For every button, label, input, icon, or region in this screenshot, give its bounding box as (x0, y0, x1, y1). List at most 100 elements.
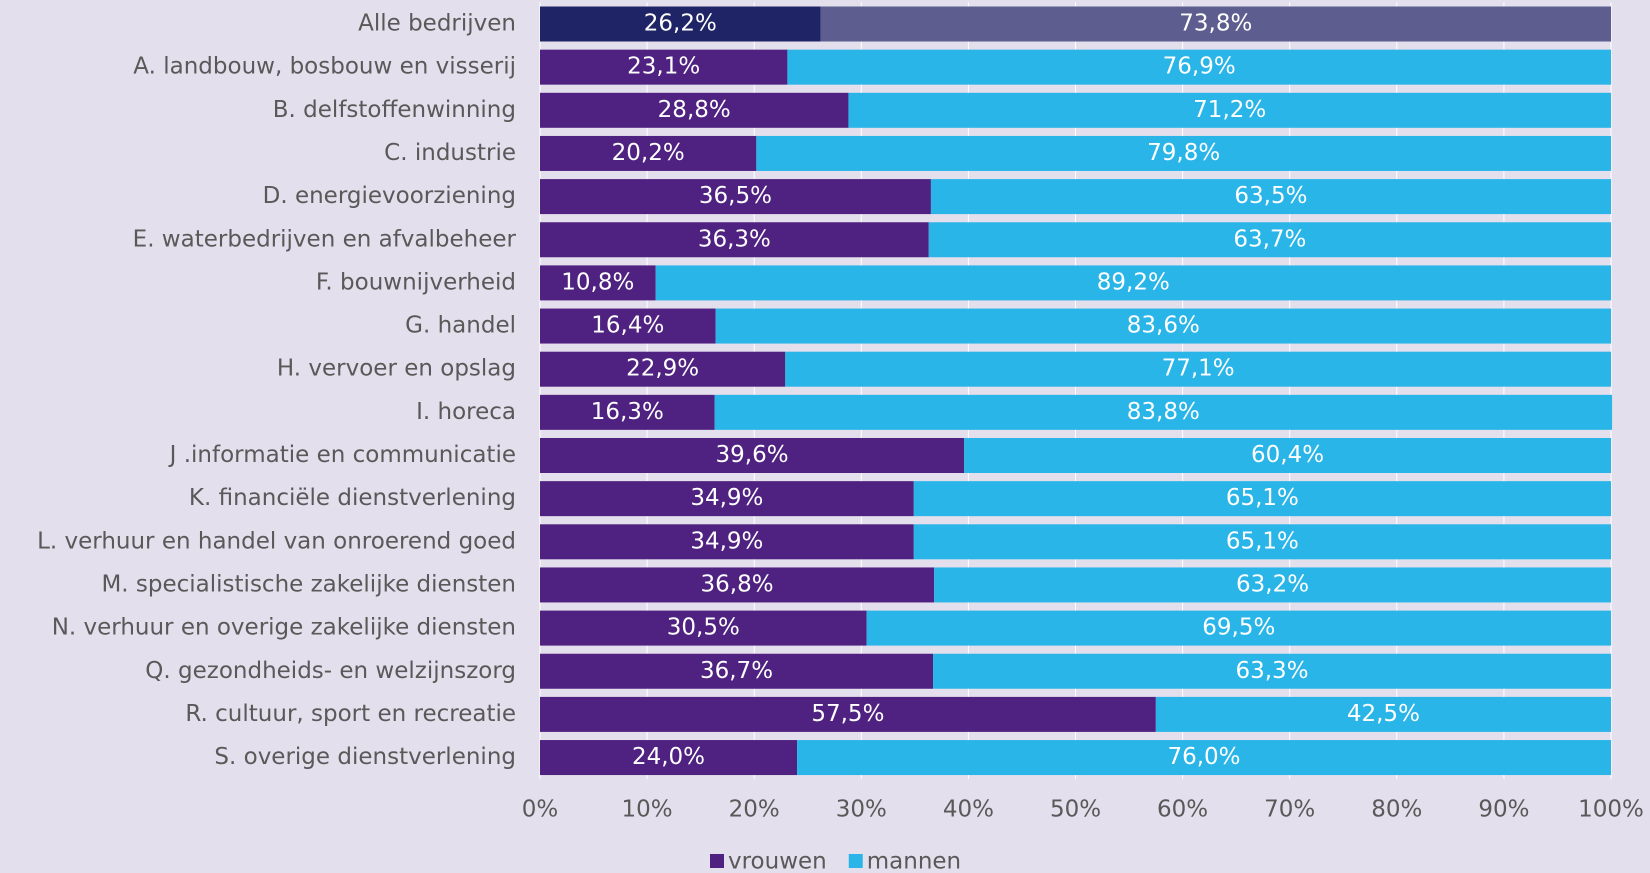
bar-segment (866, 610, 1611, 646)
bar-segment (934, 567, 1611, 603)
data-label: 63,7% (1233, 226, 1306, 252)
y-tick-label: J .informatie en communicatie (168, 442, 516, 468)
bar-segment (913, 524, 1611, 560)
y-tick-label: S. overige dienstverlening (214, 744, 516, 770)
bar-segment (756, 135, 1611, 171)
y-tick-label: K. financiële dienstverlening (189, 485, 516, 511)
data-label: 16,3% (591, 399, 664, 425)
data-label: 24,0% (632, 744, 705, 770)
data-label: 36,3% (698, 226, 771, 252)
legend-label: mannen (867, 849, 961, 873)
data-label: 57,5% (811, 701, 884, 727)
legend-swatch (710, 854, 724, 868)
data-label: 73,8% (1179, 11, 1252, 37)
data-label: 42,5% (1347, 701, 1420, 727)
bar-segment (797, 740, 1611, 776)
bar-segment (820, 6, 1611, 42)
data-label: 30,5% (667, 615, 740, 641)
y-tick-label: Alle bedrijven (358, 11, 516, 37)
bar-segment (540, 610, 867, 646)
bar-segment (540, 6, 821, 42)
x-tick-label: 20% (729, 797, 780, 823)
bar-segment (540, 696, 1156, 732)
bar-segment (930, 179, 1611, 215)
bar-segment (540, 351, 786, 387)
legend-swatch (848, 854, 863, 868)
x-tick-label: 80% (1371, 797, 1422, 823)
y-tick-label: G. handel (405, 313, 516, 339)
y-tick-label: F. bouwnijverheid (316, 269, 516, 295)
bar-segment (540, 222, 929, 258)
bar-segment (540, 653, 934, 689)
bar-segment (540, 179, 931, 215)
bar-segment (540, 49, 788, 85)
data-label: 83,8% (1127, 399, 1200, 425)
bar-segment (964, 438, 1611, 473)
data-label: 71,2% (1193, 97, 1266, 123)
y-tick-label: H. vervoer en opslag (277, 356, 516, 382)
data-label: 76,0% (1167, 744, 1240, 770)
bar-segment (848, 92, 1611, 128)
bar-segment (540, 481, 914, 517)
data-label: 76,9% (1163, 54, 1236, 80)
data-label: 83,6% (1127, 313, 1200, 339)
legend-label: vrouwen (728, 849, 827, 873)
data-label: 23,1% (627, 54, 700, 80)
x-tick-label: 50% (1050, 797, 1101, 823)
data-label: 63,5% (1234, 183, 1307, 209)
data-label: 63,2% (1236, 571, 1309, 597)
data-label: 10,8% (561, 269, 634, 295)
data-label: 79,8% (1147, 140, 1220, 166)
bar-segment (787, 49, 1611, 85)
y-tick-label: C. industrie (384, 140, 516, 166)
y-tick-label: D. energievoorziening (263, 183, 516, 209)
data-label: 36,7% (700, 658, 773, 684)
bar-segment (540, 438, 965, 473)
data-label: 36,5% (699, 183, 772, 209)
x-tick-label: 100% (1578, 797, 1644, 823)
data-label: 63,3% (1235, 658, 1308, 684)
data-label: 60,4% (1251, 442, 1324, 468)
bar-segment (540, 524, 914, 560)
bar-segment (785, 351, 1611, 387)
data-label: 65,1% (1226, 485, 1299, 511)
bar-segment (913, 481, 1611, 517)
y-tick-label: E. waterbedrijven en afvalbeheer (133, 226, 517, 252)
x-tick-label: 10% (622, 797, 673, 823)
x-tick-label: 60% (1157, 797, 1208, 823)
data-label: 36,8% (701, 571, 774, 597)
y-tick-label: B. delfstoffenwinning (273, 97, 516, 123)
bar-segment (540, 740, 798, 776)
data-label: 69,5% (1202, 615, 1275, 641)
y-tick-label: A. landbouw, bosbouw en visserij (133, 54, 516, 80)
data-label: 34,9% (690, 528, 763, 554)
x-tick-label: 70% (1264, 797, 1315, 823)
bar-segment (540, 394, 715, 430)
data-label: 20,2% (612, 140, 685, 166)
data-label: 34,9% (690, 485, 763, 511)
data-label: 89,2% (1097, 269, 1170, 295)
y-tick-label: N. verhuur en overige zakelijke diensten (52, 615, 516, 641)
y-tick-label: Q. gezondheids- en welzijnszorg (145, 658, 516, 684)
bar-segment (1155, 696, 1611, 732)
bar-segment (715, 308, 1611, 344)
data-label: 26,2% (644, 11, 717, 37)
bar-segment (928, 222, 1611, 258)
bar-segment (655, 265, 1611, 301)
y-tick-label: R. cultuur, sport en recreatie (185, 701, 516, 727)
x-tick-label: 90% (1478, 797, 1529, 823)
bar-segment (933, 653, 1611, 689)
bar-segment (540, 265, 656, 301)
bar-segment (540, 567, 935, 603)
x-tick-label: 30% (836, 797, 887, 823)
data-label: 22,9% (626, 356, 699, 382)
y-tick-label: M. specialistische zakelijke diensten (101, 571, 516, 597)
data-label: 65,1% (1226, 528, 1299, 554)
bar-segment (540, 92, 849, 128)
bar-segment (714, 394, 1613, 430)
data-label: 16,4% (591, 313, 664, 339)
bar-segment (540, 308, 716, 344)
y-tick-label: L. verhuur en handel van onroerend goed (37, 528, 516, 554)
data-label: 28,8% (658, 97, 731, 123)
